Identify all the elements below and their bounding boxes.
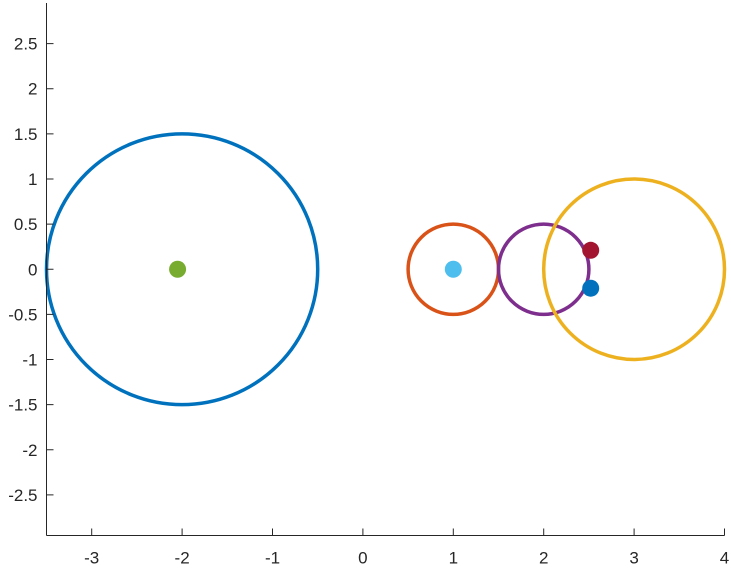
x-tick-label: -1 [265, 549, 280, 568]
circle-3 [541, 177, 727, 362]
point-0 [169, 260, 187, 278]
y-tick-label: -2 [22, 441, 37, 460]
y-tick-label: -2.5 [8, 486, 37, 505]
point-2 [582, 241, 600, 259]
x-tick-label: 1 [449, 549, 458, 568]
y-tick-label: 0 [28, 260, 37, 279]
x-tick-label: -3 [84, 549, 99, 568]
x-tick-label: -2 [175, 549, 190, 568]
y-ticks: 2.5 2 1.5 1 0.5 0 -0.5 -1 -1.5 -2 -2.5 [8, 35, 54, 505]
x-tick-label: 4 [720, 549, 729, 568]
axes [46, 3, 725, 536]
y-tick-label: -0.5 [8, 305, 37, 324]
y-tick-label: 2 [28, 80, 37, 99]
point-1 [444, 260, 462, 278]
x-tick-label: 0 [358, 549, 367, 568]
circle-2 [496, 222, 591, 317]
y-tick-label: 1.5 [14, 125, 38, 144]
x-tick-label: 2 [539, 549, 548, 568]
y-tick-label: 0.5 [14, 215, 38, 234]
point-3 [582, 279, 600, 297]
x-tick-label: 3 [629, 549, 638, 568]
y-tick-label: 1 [28, 170, 37, 189]
x-ticks: -3 -2 -1 0 1 2 3 4 [84, 528, 729, 568]
plot-marks [44, 132, 727, 407]
y-tick-label: -1.5 [8, 396, 37, 415]
y-tick-label: -1 [22, 351, 37, 370]
y-tick-label: 2.5 [14, 35, 38, 54]
